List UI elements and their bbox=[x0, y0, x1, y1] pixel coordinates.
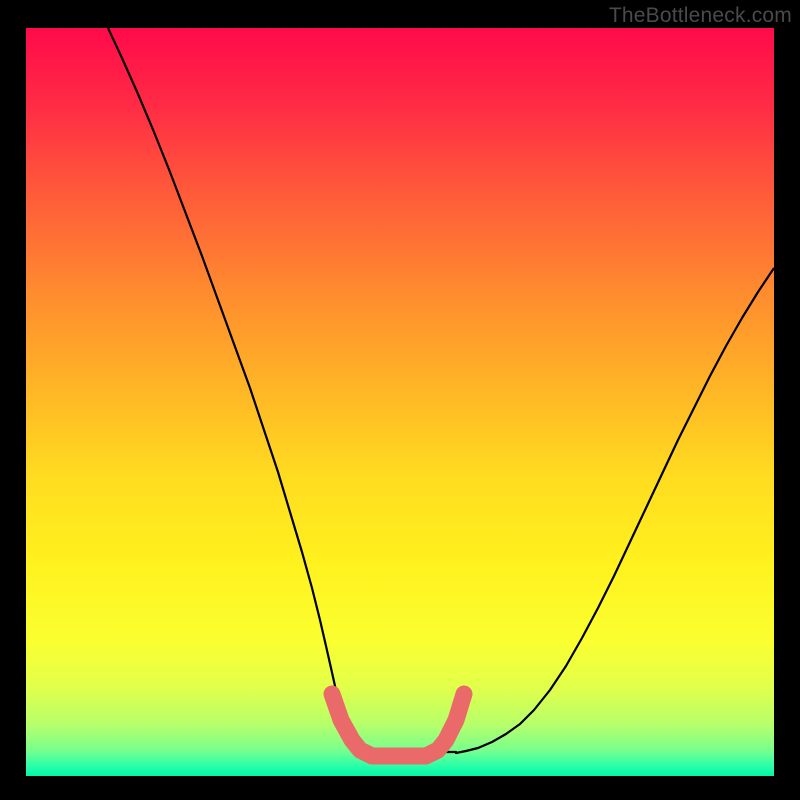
chart-frame: TheBottleneck.com bbox=[0, 0, 800, 800]
bottleneck-chart bbox=[26, 28, 774, 776]
watermark-text: TheBottleneck.com bbox=[609, 4, 792, 28]
gradient-background bbox=[26, 28, 774, 776]
